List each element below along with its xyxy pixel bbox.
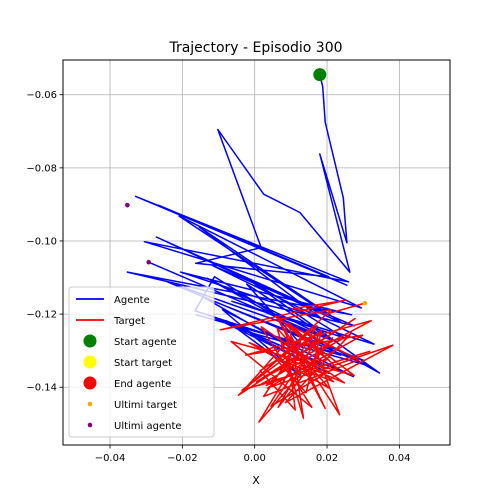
- plot-area: [125, 68, 394, 423]
- legend-swatch-start-target: [83, 355, 97, 369]
- legend-box: [68, 286, 215, 438]
- legend-swatch-ultimi-agente: [87, 422, 93, 428]
- x-axis-label: X: [252, 474, 260, 487]
- legend-label-start-target: Start target: [114, 358, 172, 369]
- x-tick-label: −0.02: [167, 453, 198, 464]
- y-tick-label: −0.06: [26, 90, 57, 101]
- legend-label-agente: Agente: [114, 295, 150, 306]
- legend-swatch-end-agente: [83, 376, 97, 390]
- ultimi-agente-marker: [125, 202, 130, 208]
- ultimi-agente-marker: [146, 259, 152, 265]
- x-tick-label: 0.04: [388, 453, 410, 464]
- legend-swatch-start-agente: [83, 334, 97, 348]
- legend-label-ultimi-agente: Ultimi agente: [114, 421, 182, 432]
- start-agente-marker: [313, 68, 327, 82]
- legend-swatch-ultimi-target: [87, 401, 93, 407]
- ultimi-target-marker: [362, 300, 368, 306]
- series-target-line: [219, 299, 394, 423]
- y-tick-label: −0.08: [26, 163, 57, 174]
- y-tick-label: −0.10: [26, 236, 57, 247]
- legend-label-target: Target: [113, 316, 145, 327]
- axis-ticks: −0.04 −0.02 0.00 0.02 0.04 −0.14 −0.12 −0.10 −0.…: [26, 90, 410, 464]
- legend-label-end-agente: End agente: [114, 379, 171, 390]
- y-tick-label: −0.14: [26, 383, 57, 394]
- series-agente-line: [126, 74, 381, 378]
- x-tick-label: 0.00: [244, 453, 266, 464]
- plot-data: [125, 68, 394, 423]
- legend: Agente Target Start agente Start target End …: [68, 286, 215, 438]
- chart-title: Trajectory - Episodio 300: [168, 40, 342, 56]
- x-tick-label: −0.04: [95, 453, 126, 464]
- legend-label-ultimi-target: Ultimi target: [114, 400, 177, 411]
- plot-frame: [62, 59, 451, 446]
- y-tick-label: −0.12: [26, 310, 57, 321]
- legend-label-start-agente: Start agente: [114, 337, 177, 348]
- x-tick-label: 0.02: [316, 453, 338, 464]
